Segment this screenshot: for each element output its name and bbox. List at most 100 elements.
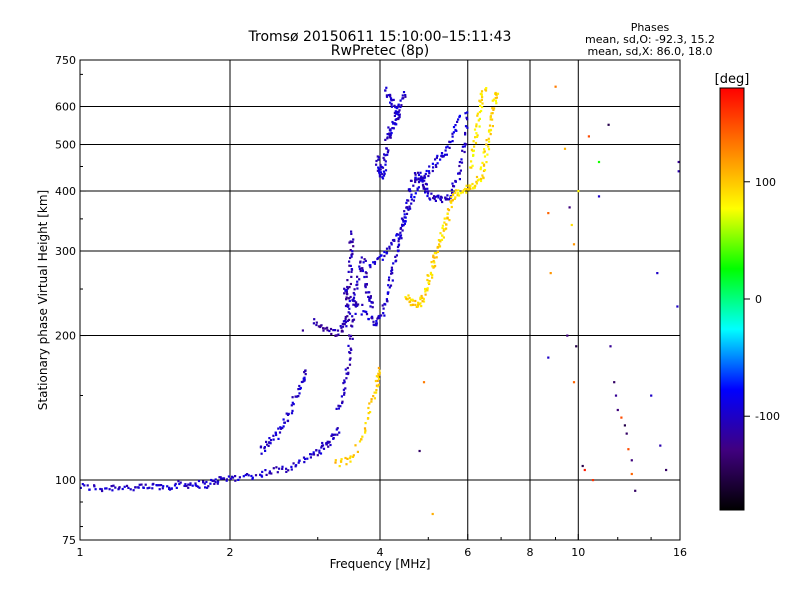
trace-point [369, 305, 372, 308]
trace-point [450, 188, 453, 191]
trace-point [444, 196, 447, 199]
trace-point [88, 488, 91, 491]
trace-point [302, 456, 306, 459]
trace-point [444, 149, 447, 152]
phase-legend-o: mean, sd,O: -92.3, 15.2 [585, 33, 715, 46]
trace-point [475, 125, 478, 128]
trace-point [458, 172, 461, 175]
trace-point [489, 118, 492, 121]
trace-point [345, 298, 348, 301]
scatter-point [568, 206, 571, 209]
trace-point [424, 191, 427, 194]
trace-point [490, 112, 493, 115]
trace-point [312, 451, 315, 454]
trace-point [338, 465, 341, 468]
trace-point [388, 132, 391, 135]
trace-point [187, 483, 190, 486]
trace-point [379, 168, 382, 171]
trace-point [345, 325, 348, 328]
trace-point [414, 192, 417, 195]
trace-point [344, 387, 347, 390]
trace-point [413, 196, 416, 199]
trace-point [389, 101, 392, 104]
trace-point [393, 111, 396, 114]
trace-point [378, 175, 381, 178]
trace-point [494, 91, 497, 95]
trace-point [350, 270, 353, 273]
trace-point [367, 317, 370, 321]
trace-point [466, 111, 469, 114]
trace-point [265, 440, 268, 443]
trace-point [348, 307, 351, 310]
trace-point [427, 190, 430, 193]
trace-point [465, 143, 468, 146]
trace-point [389, 97, 393, 100]
trace-point [391, 120, 394, 124]
trace-point [481, 161, 484, 164]
trace-point [352, 238, 355, 241]
trace-point [184, 483, 187, 486]
trace-point [402, 224, 405, 227]
trace-point [158, 488, 161, 491]
trace-point [441, 224, 444, 227]
trace-point [395, 254, 398, 257]
trace-point [458, 114, 461, 117]
trace-point [216, 482, 219, 485]
trace-point [463, 145, 466, 148]
trace-point [349, 249, 352, 252]
trace-point [259, 473, 262, 476]
trace-point [148, 486, 151, 489]
trace-point [202, 480, 205, 483]
trace-point [475, 182, 478, 185]
trace-point [286, 419, 290, 422]
trace-point [404, 296, 407, 299]
trace-point [189, 483, 192, 486]
y-tick-label: 300 [55, 245, 76, 258]
trace-point [351, 250, 354, 253]
trace-point [375, 323, 378, 326]
trace-point [377, 316, 380, 319]
trace-point [387, 284, 390, 287]
trace-point [356, 280, 359, 283]
trace-point [350, 230, 353, 233]
trace-point [112, 484, 115, 487]
trace-point [303, 379, 306, 382]
trace-point [347, 311, 350, 314]
trace-point [348, 286, 351, 289]
trace-point [378, 170, 381, 174]
trace-point [340, 460, 343, 463]
trace-point [349, 337, 352, 340]
trace-point [414, 180, 417, 184]
trace-point [395, 118, 398, 121]
trace-point [278, 431, 282, 434]
trace-point [342, 320, 345, 323]
trace-point [421, 180, 424, 183]
trace-point [345, 291, 348, 294]
trace-point [461, 191, 464, 194]
trace-point [363, 275, 366, 279]
trace-point [394, 110, 397, 113]
trace-point [420, 175, 423, 178]
trace-point [431, 265, 434, 268]
trace-point [445, 146, 448, 149]
trace-point [439, 195, 443, 198]
trace-point [281, 465, 284, 468]
trace-point [485, 87, 488, 90]
trace-point [454, 189, 458, 192]
trace-point [304, 369, 307, 372]
trace-point [397, 103, 400, 106]
trace-point [449, 141, 452, 144]
trace-point [350, 348, 353, 351]
trace-point [229, 477, 232, 480]
trace-point [353, 288, 356, 291]
trace-point [375, 389, 378, 392]
trace-point [407, 294, 410, 297]
trace-point [348, 312, 352, 315]
scatter-point [630, 459, 633, 462]
trace-point [332, 437, 335, 440]
trace-point [480, 109, 483, 113]
trace-point [485, 161, 488, 164]
trace-point [410, 195, 413, 198]
trace-point [468, 186, 471, 189]
trace-point [377, 168, 380, 171]
